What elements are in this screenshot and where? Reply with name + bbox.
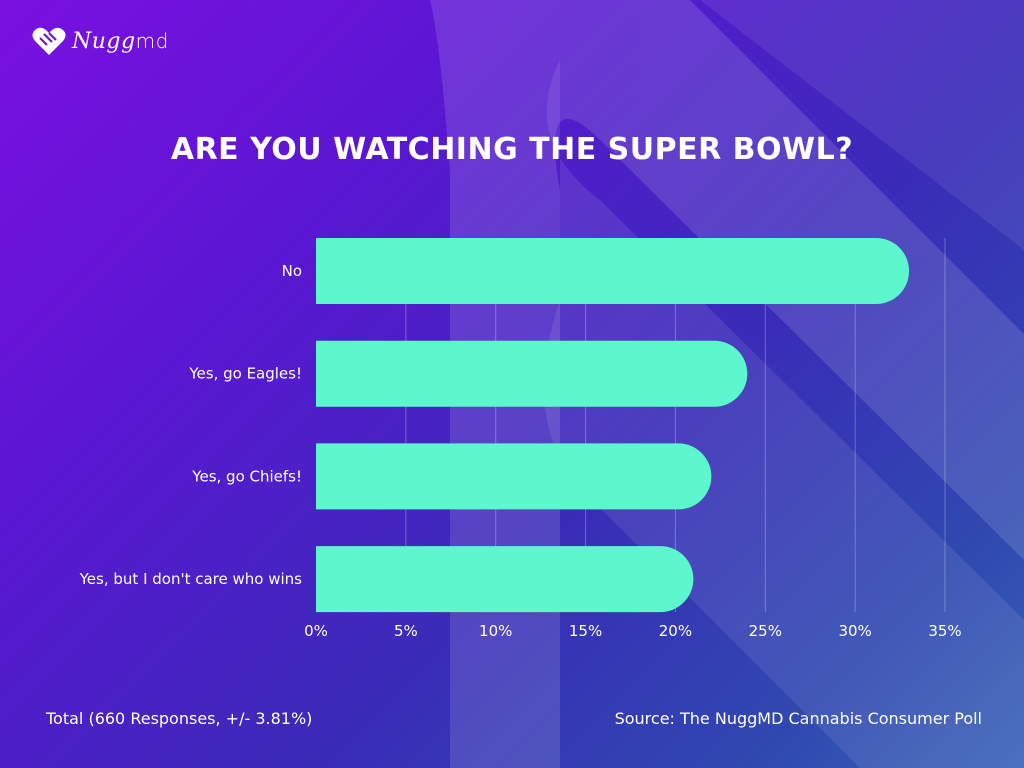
x-tick-label: 10% <box>479 622 512 640</box>
x-tick-label: 25% <box>749 622 782 640</box>
total-responses: Total (660 Responses, +/- 3.81%) <box>46 709 313 728</box>
x-tick-labels: 0% 5% 10% 15% 20% 25% 30% 35% <box>304 622 962 640</box>
category-label: No <box>282 262 302 280</box>
category-label: Yes, but I don't care who wins <box>79 570 303 588</box>
x-tick-label: 5% <box>394 622 418 640</box>
category-labels: No Yes, go Eagles! Yes, go Chiefs! Yes, but… <box>79 262 303 588</box>
logo-wordmark: Nuggmd <box>72 28 169 54</box>
category-label: Yes, go Eagles! <box>188 365 302 383</box>
category-label: Yes, go Chiefs! <box>191 467 302 485</box>
nuggmd-logo: Nuggmd <box>32 26 169 56</box>
x-tick-label: 0% <box>304 622 328 640</box>
heart-logo-icon <box>32 27 66 55</box>
x-tick-label: 20% <box>659 622 692 640</box>
x-tick-label: 15% <box>569 622 602 640</box>
chart-title: ARE YOU WATCHING THE SUPER BOWL? <box>170 132 854 167</box>
bars <box>316 238 910 613</box>
x-tick-label: 35% <box>928 622 961 640</box>
bar <box>316 443 712 510</box>
x-tick-label: 30% <box>838 622 871 640</box>
bar <box>316 238 910 304</box>
bar <box>316 340 748 407</box>
bar <box>316 546 694 613</box>
source-note: Source: The NuggMD Cannabis Consumer Pol… <box>614 709 982 728</box>
